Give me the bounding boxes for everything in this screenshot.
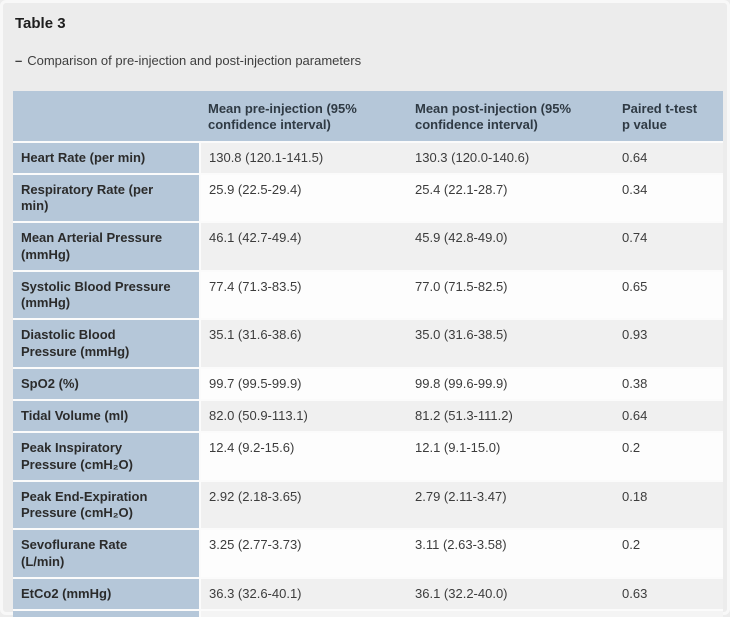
cell-post-value: 45.9 (42.8-49.0) [407, 222, 614, 271]
cell-post-value: 12.1 (9.1-15.0) [407, 432, 614, 481]
cell-p-value: 0.2 [614, 529, 723, 578]
table-row: SpO2 (%)99.7 (99.5-99.9)99.8 (99.6-99.9)… [13, 368, 723, 400]
table-row: Peak Inspiratory Pressure (cmH₂O)12.4 (9… [13, 432, 723, 481]
col-header-pre-injection: Mean pre-injection (95% confidence inter… [200, 91, 407, 142]
col-header-post-injection: Mean post-injection (95% confidence inte… [407, 91, 614, 142]
row-label: Diastolic Blood Pressure (mmHg) [13, 319, 200, 368]
row-label: EtCo2 (mmHg) [13, 578, 200, 610]
row-label: Peak Inspiratory Pressure (cmH₂O) [13, 432, 200, 481]
spacer-label-cell [13, 610, 200, 617]
caption-dash: – [15, 53, 22, 68]
cell-post-value: 81.2 (51.3-111.2) [407, 400, 614, 432]
cell-post-value: 130.3 (120.0-140.6) [407, 142, 614, 174]
cell-pre-value: 46.1 (42.7-49.4) [200, 222, 407, 271]
spacer-data-cell [407, 610, 614, 617]
cell-p-value: 0.64 [614, 142, 723, 174]
table-row: Diastolic Blood Pressure (mmHg)35.1 (31.… [13, 319, 723, 368]
cell-pre-value: 99.7 (99.5-99.9) [200, 368, 407, 400]
cell-p-value: 0.38 [614, 368, 723, 400]
parameters-table: Mean pre-injection (95% confidence inter… [13, 91, 723, 617]
table-header: Mean pre-injection (95% confidence inter… [13, 91, 723, 142]
table-row: Heart Rate (per min)130.8 (120.1-141.5)1… [13, 142, 723, 174]
table-row: Sevoflurane Rate (L/min)3.25 (2.77-3.73)… [13, 529, 723, 578]
cell-post-value: 25.4 (22.1-28.7) [407, 174, 614, 223]
cell-p-value: 0.63 [614, 578, 723, 610]
table-caption: –Comparison of pre-injection and post-in… [15, 53, 727, 68]
cell-pre-value: 77.4 (71.3-83.5) [200, 271, 407, 320]
cell-post-value: 3.11 (2.63-3.58) [407, 529, 614, 578]
cell-pre-value: 3.25 (2.77-3.73) [200, 529, 407, 578]
table-body: Heart Rate (per min)130.8 (120.1-141.5)1… [13, 142, 723, 617]
cell-pre-value: 35.1 (31.6-38.6) [200, 319, 407, 368]
cell-p-value: 0.64 [614, 400, 723, 432]
table-row: Systolic Blood Pressure (mmHg)77.4 (71.3… [13, 271, 723, 320]
cell-pre-value: 25.9 (22.5-29.4) [200, 174, 407, 223]
cell-pre-value: 12.4 (9.2-15.6) [200, 432, 407, 481]
cell-post-value: 2.79 (2.11-3.47) [407, 481, 614, 530]
cell-p-value: 0.65 [614, 271, 723, 320]
table-row: Tidal Volume (ml)82.0 (50.9-113.1)81.2 (… [13, 400, 723, 432]
row-label: SpO2 (%) [13, 368, 200, 400]
row-label: Mean Arterial Pressure (mmHg) [13, 222, 200, 271]
cell-pre-value: 2.92 (2.18-3.65) [200, 481, 407, 530]
cell-p-value: 0.2 [614, 432, 723, 481]
col-header-p-value: Paired t-test p value [614, 91, 723, 142]
table-title: Table 3 [15, 15, 727, 32]
row-label: Systolic Blood Pressure (mmHg) [13, 271, 200, 320]
caption-text: Comparison of pre-injection and post-inj… [27, 53, 361, 68]
cell-post-value: 77.0 (71.5-82.5) [407, 271, 614, 320]
cell-p-value: 0.93 [614, 319, 723, 368]
cell-p-value: 0.34 [614, 174, 723, 223]
col-header-empty [13, 91, 200, 142]
row-label: Respiratory Rate (per min) [13, 174, 200, 223]
cell-post-value: 99.8 (99.6-99.9) [407, 368, 614, 400]
row-label: Heart Rate (per min) [13, 142, 200, 174]
cell-p-value: 0.18 [614, 481, 723, 530]
row-label: Tidal Volume (ml) [13, 400, 200, 432]
table-row: Peak End-Expiration Pressure (cmH₂O)2.92… [13, 481, 723, 530]
table-row: Respiratory Rate (per min)25.9 (22.5-29.… [13, 174, 723, 223]
cell-pre-value: 82.0 (50.9-113.1) [200, 400, 407, 432]
spacer-data-cell [200, 610, 407, 617]
spacer-data-cell [614, 610, 723, 617]
cell-post-value: 36.1 (32.2-40.0) [407, 578, 614, 610]
cell-post-value: 35.0 (31.6-38.5) [407, 319, 614, 368]
row-label: Peak End-Expiration Pressure (cmH₂O) [13, 481, 200, 530]
table-row: Mean Arterial Pressure (mmHg)46.1 (42.7-… [13, 222, 723, 271]
row-label: Sevoflurane Rate (L/min) [13, 529, 200, 578]
cell-pre-value: 36.3 (32.6-40.1) [200, 578, 407, 610]
cell-pre-value: 130.8 (120.1-141.5) [200, 142, 407, 174]
table-footer-spacer [13, 610, 723, 617]
header-row: Mean pre-injection (95% confidence inter… [13, 91, 723, 142]
cell-p-value: 0.74 [614, 222, 723, 271]
table-row: EtCo2 (mmHg)36.3 (32.6-40.1)36.1 (32.2-4… [13, 578, 723, 610]
